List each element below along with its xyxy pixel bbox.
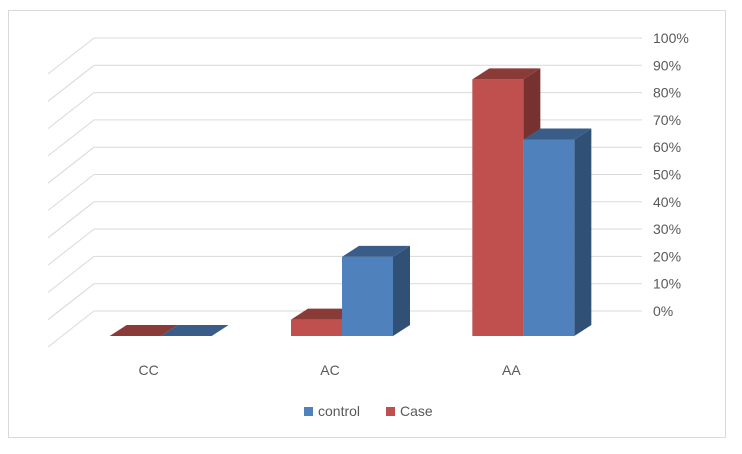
legend-item-case: Case bbox=[386, 403, 433, 419]
legend: control Case bbox=[304, 403, 433, 419]
legend-label: Case bbox=[400, 403, 433, 419]
bar-side bbox=[574, 128, 592, 336]
y-tick-label: 30% bbox=[653, 221, 681, 237]
legend-swatch bbox=[304, 407, 313, 416]
bar-top bbox=[342, 245, 410, 257]
bar-front bbox=[291, 319, 342, 336]
legend-label: control bbox=[318, 403, 360, 419]
x-category-label: AA bbox=[502, 362, 521, 378]
bar-top bbox=[523, 128, 592, 140]
gridline-side bbox=[47, 64, 95, 102]
bar-control-ac bbox=[342, 245, 410, 336]
y-tick-label: 40% bbox=[653, 194, 681, 210]
x-category-label: CC bbox=[139, 362, 159, 378]
bars bbox=[109, 68, 592, 336]
gridline-side bbox=[47, 283, 95, 321]
gridline-side bbox=[47, 92, 95, 129]
y-tick-label: 50% bbox=[653, 167, 681, 183]
gridline-side bbox=[47, 310, 95, 348]
gridline-side bbox=[47, 37, 95, 75]
x-axis-categories: CC AC AA bbox=[139, 362, 522, 378]
bar-front bbox=[342, 256, 393, 336]
bar-front bbox=[472, 79, 524, 336]
bar-case-cc bbox=[109, 325, 178, 336]
gridline-side bbox=[47, 201, 95, 239]
bar-top bbox=[472, 68, 541, 80]
legend-item-control: control bbox=[304, 403, 360, 419]
legend-swatch bbox=[386, 407, 395, 416]
y-tick-label: 0% bbox=[653, 303, 673, 319]
bar-top bbox=[160, 325, 229, 336]
gridline-side bbox=[47, 256, 95, 293]
y-tick-label: 70% bbox=[653, 112, 681, 128]
gridline-side bbox=[47, 174, 95, 211]
gridline-side bbox=[47, 228, 95, 266]
y-tick-label: 80% bbox=[653, 85, 681, 101]
bar-front bbox=[523, 139, 575, 336]
bar-control-cc bbox=[160, 325, 229, 336]
gridline-side bbox=[47, 119, 95, 157]
y-axis-ticks: 0% 10% 20% 30% 40% 50% 60% 70% 80% 90% 100% bbox=[653, 30, 689, 319]
chart-frame bbox=[8, 10, 726, 438]
y-tick-label: 20% bbox=[653, 248, 681, 264]
gridline-side bbox=[47, 146, 95, 184]
bar-side bbox=[393, 245, 410, 336]
bar-top bbox=[109, 325, 178, 336]
bar-control-aa bbox=[523, 128, 592, 336]
x-category-label: AC bbox=[320, 362, 339, 378]
y-tick-label: 100% bbox=[653, 30, 689, 46]
y-tick-label: 60% bbox=[653, 139, 681, 155]
y-tick-label: 10% bbox=[653, 276, 681, 292]
y-tick-label: 90% bbox=[653, 57, 681, 73]
